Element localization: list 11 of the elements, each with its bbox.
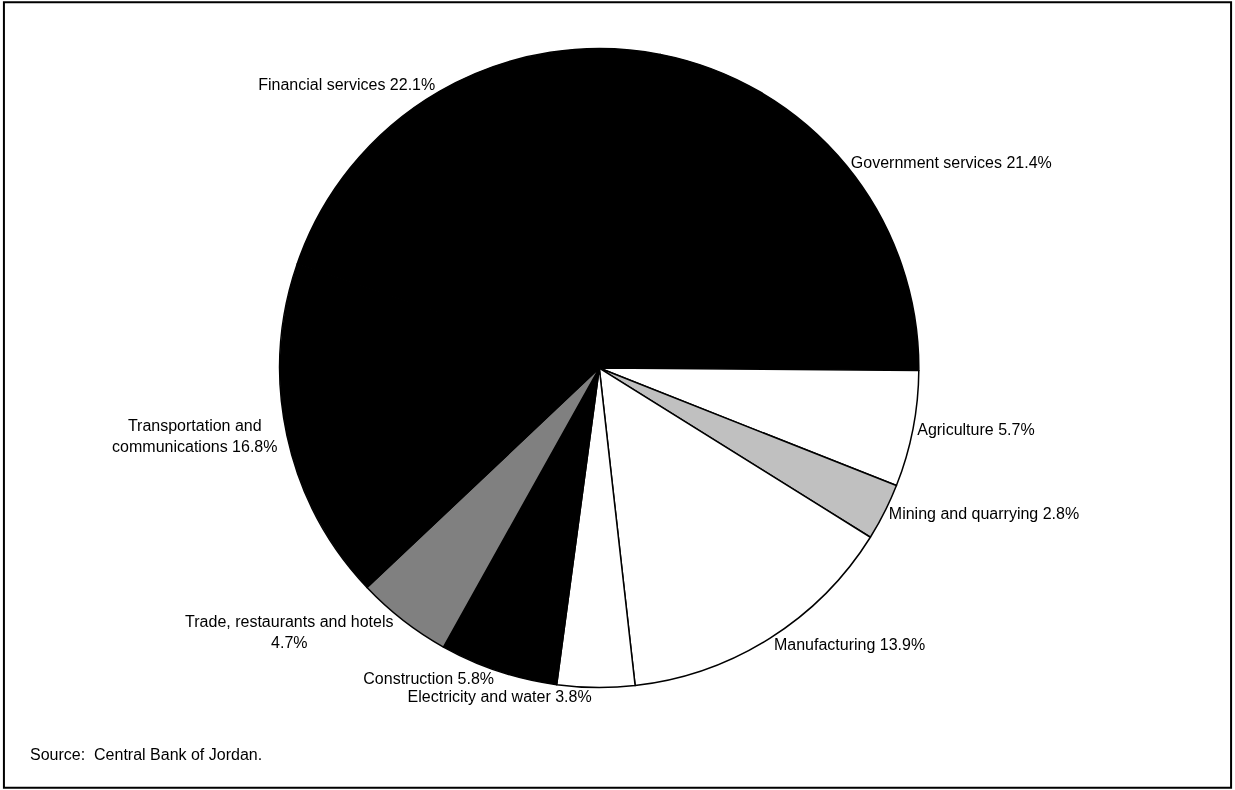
slice-label: Trade, restaurants and hotels (185, 613, 394, 631)
slice-label: Mining and quarrying 2.8% (888, 505, 1080, 523)
source-note: Source: Central Bank of Jordan. (30, 746, 263, 763)
slice-label: Construction 5.8% (363, 670, 495, 688)
slice-label: Manufacturing 13.9% (773, 635, 926, 653)
slice-label: Transportation and communications 16.8% (112, 417, 278, 456)
slice-label: Government services 21.4% (850, 153, 1052, 171)
slice-label: Electricity and water 3.8% (407, 687, 592, 705)
data-label: 4.7% (271, 633, 308, 651)
slice-label: Agriculture 5.7% (917, 420, 1035, 438)
slice-label: Financial services 22.1% (258, 76, 436, 94)
